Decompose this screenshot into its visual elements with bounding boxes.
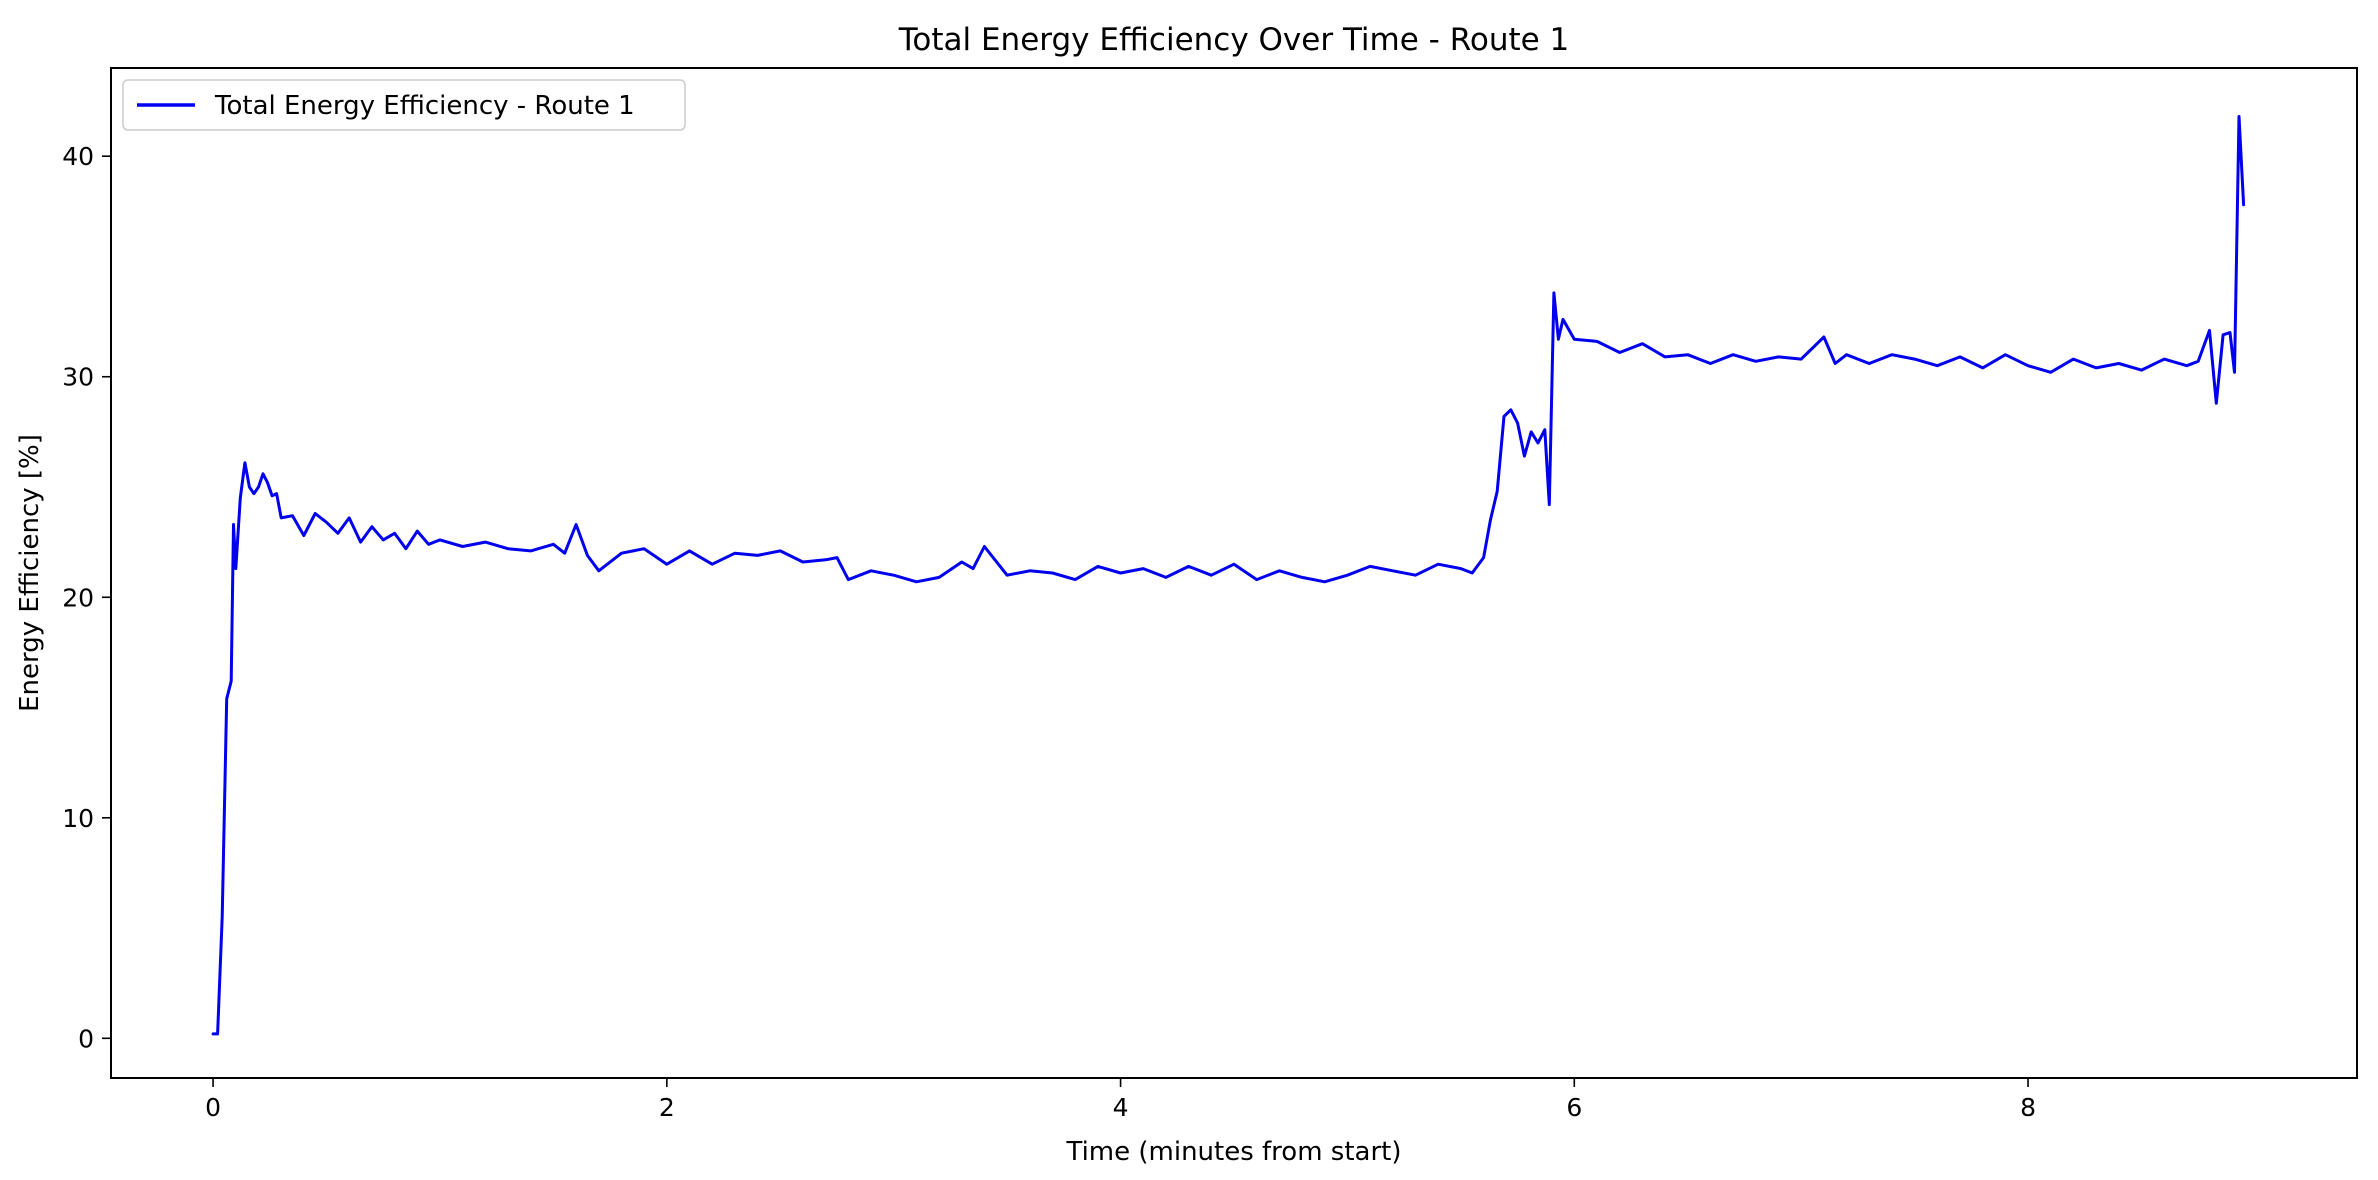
- y-tick-label: 10: [62, 804, 94, 833]
- legend-label-series-1: Total Energy Efficiency - Route 1: [214, 91, 635, 121]
- x-tick-label: 2: [659, 1093, 675, 1122]
- y-axis-ticks: 0 10 20 30 40: [62, 142, 111, 1053]
- y-tick-label: 0: [78, 1024, 94, 1053]
- x-tick-label: 6: [1566, 1093, 1582, 1122]
- x-tick-label: 4: [1113, 1093, 1129, 1122]
- y-axis-label: Energy Efficiency [%]: [15, 434, 45, 712]
- y-tick-label: 20: [62, 583, 94, 612]
- plot-area: [211, 115, 2246, 1036]
- legend-box: [122, 79, 686, 131]
- x-tick-label: 0: [205, 1093, 221, 1122]
- x-axis-label: Time (minutes from start): [1065, 1137, 1401, 1167]
- plot-frame: [110, 67, 2358, 1079]
- series-line-1: [211, 115, 2246, 1036]
- y-tick-label: 30: [62, 363, 94, 392]
- x-axis-ticks: 0 2 4 6 8: [205, 1078, 2036, 1122]
- chart-title: Total Energy Efficiency Over Time - Rout…: [898, 22, 1570, 58]
- y-tick-label: 40: [62, 142, 94, 171]
- legend: Total Energy Efficiency - Route 1: [122, 79, 686, 131]
- x-tick-label: 8: [2020, 1093, 2036, 1122]
